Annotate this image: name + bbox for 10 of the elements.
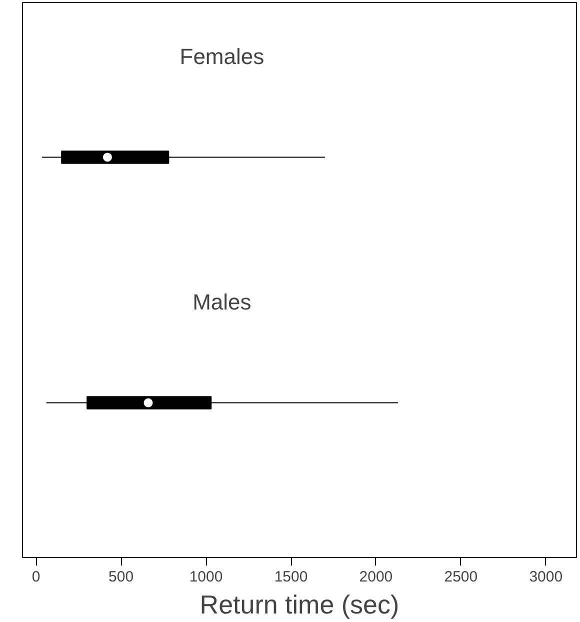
x-tick-label: 3000 (529, 568, 563, 586)
y-tick-label: Females (180, 44, 264, 69)
x-tick-label: 1500 (274, 568, 308, 586)
x-tick-label: 500 (108, 568, 134, 586)
x-tick-label: 0 (32, 568, 40, 586)
x-tick-label: 2500 (444, 568, 478, 586)
x-axis-title: Return time (sec) (200, 590, 400, 620)
y-tick-label: Males (192, 289, 252, 314)
x-tick-label: 2000 (359, 568, 393, 586)
x-tick-label: 1000 (189, 568, 223, 586)
